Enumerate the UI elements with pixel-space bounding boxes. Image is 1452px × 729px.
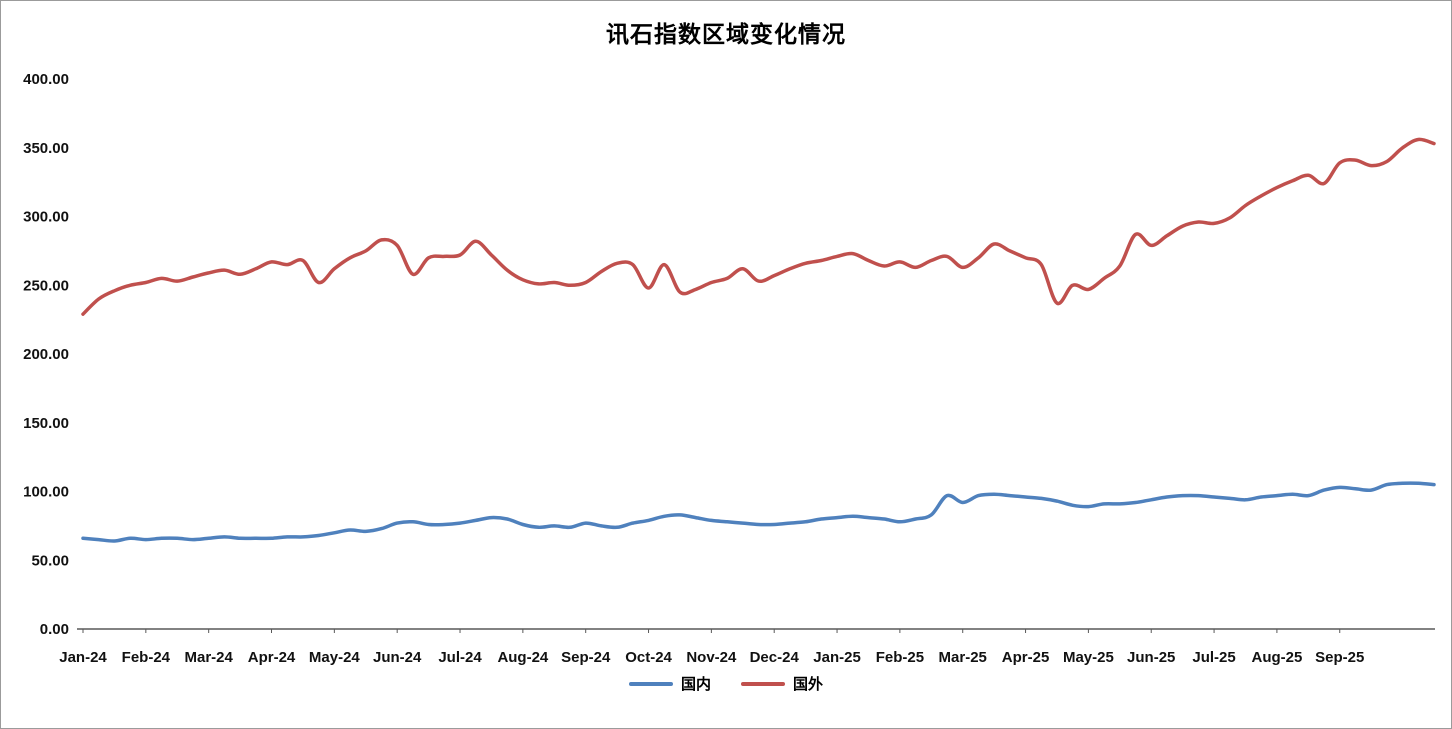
domestic-series-line [81, 481, 1436, 543]
x-axis-tick-label: Jan-24 [59, 649, 107, 666]
y-axis-tick-label: 400.00 [23, 71, 69, 88]
legend-item-foreign[interactable]: 国外 [741, 673, 823, 694]
x-axis-tick-label: Aug-24 [497, 649, 548, 666]
x-axis-tick-label: Jul-25 [1192, 649, 1235, 666]
x-axis-tick-label: Jun-24 [373, 649, 422, 666]
x-axis-tick-label: Sep-24 [561, 649, 611, 666]
x-axis-tick-label: Aug-25 [1251, 649, 1302, 666]
x-axis-tick-label: Dec-24 [750, 649, 800, 666]
x-axis-tick-label: Jun-25 [1127, 649, 1175, 666]
x-axis-tick-label: Mar-24 [184, 649, 233, 666]
x-axis-tick-label: Feb-24 [122, 649, 171, 666]
chart-svg: 0.00 50.00 100.00 150.00 200.00 250.00 300.00 3… [23, 71, 1436, 666]
y-axis-tick-label: 100.00 [23, 484, 69, 501]
line-chart-plot: 0.00 50.00 100.00 150.00 200.00 250.00 300.00 3… [1, 51, 1451, 673]
x-axis-tick-label: May-24 [309, 649, 361, 666]
x-axis-tick-label: Jan-25 [813, 649, 861, 666]
foreign-series-line [81, 137, 1436, 316]
chart-title: 讯石指数区域变化情况 [606, 21, 846, 47]
y-axis-tick-label: 0.00 [40, 621, 69, 638]
x-axis-tick-label: Nov-24 [686, 649, 737, 666]
x-axis-tick-label: Apr-24 [248, 649, 296, 666]
x-axis-tick-label: Feb-25 [876, 649, 924, 666]
legend-item-domestic[interactable]: 国内 [628, 673, 711, 694]
legend-label-domestic: 国内 [680, 676, 711, 693]
legend-label-foreign: 国外 [793, 676, 824, 693]
y-axis-tick-label: 300.00 [23, 209, 69, 226]
y-axis-tick-label: 150.00 [23, 415, 69, 432]
x-axis-tick-label: Apr-25 [1002, 649, 1050, 666]
foreign-line-swatch [741, 681, 785, 686]
x-axis-tick-label: May-25 [1063, 649, 1114, 666]
x-axis-tick-label: Sep-25 [1315, 649, 1364, 666]
x-axis-tick-label: Jul-24 [438, 649, 482, 666]
y-axis-tick-label: 50.00 [31, 552, 69, 569]
x-axis-tick-label: Mar-25 [939, 649, 987, 666]
chart-legend: 国内 国外 [1, 673, 1451, 694]
x-axis-tick-label: Oct-24 [625, 649, 672, 666]
y-axis-tick-label: 250.00 [23, 277, 69, 294]
y-axis-tick-label: 350.00 [23, 140, 69, 157]
y-axis-tick-label: 200.00 [23, 346, 69, 363]
domestic-line-swatch [628, 681, 673, 686]
